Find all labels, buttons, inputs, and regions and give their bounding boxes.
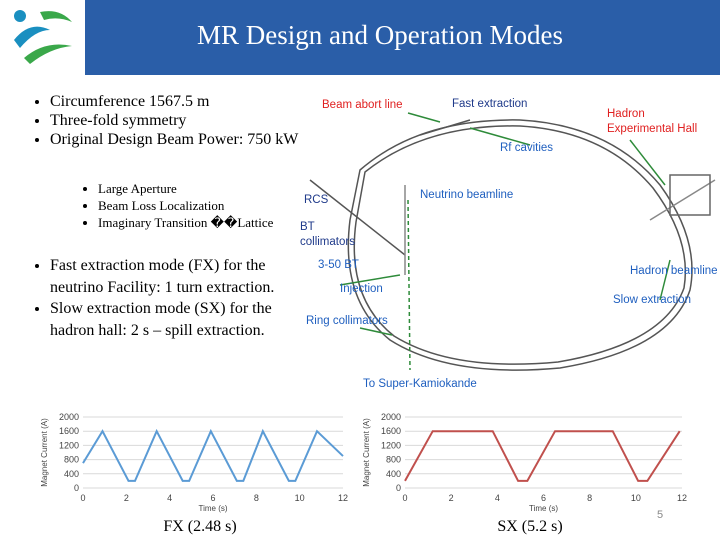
- x-axis-title: Time (s): [198, 504, 227, 513]
- y-tick-label: 400: [64, 469, 79, 479]
- bullet-list: Circumference 1567.5 mThree-fold symmetr…: [30, 92, 305, 149]
- x-tick-label: 12: [677, 493, 687, 503]
- x-tick-label: 10: [631, 493, 641, 503]
- page-number: 5: [657, 509, 663, 521]
- diagram-label: Fast extraction: [452, 98, 527, 110]
- label-line: Rf cavities: [500, 142, 553, 154]
- y-tick-label: 0: [396, 483, 401, 493]
- diagram-label: Injection: [340, 283, 383, 295]
- x-axis-title: Time (s): [529, 504, 558, 513]
- bullet: Slow extraction mode (SX) for the hadron…: [50, 298, 310, 341]
- label-line: Ring collimators: [306, 315, 388, 327]
- x-tick-label: 4: [495, 493, 500, 503]
- x-tick-label: 12: [338, 493, 348, 503]
- bullet: Three-fold symmetry: [50, 111, 305, 130]
- diagram-label: Hadron beamline: [630, 265, 718, 277]
- x-tick-label: 10: [295, 493, 305, 503]
- y-tick-label: 800: [386, 455, 401, 465]
- diagram-label: Rf cavities: [500, 142, 553, 154]
- logo: [8, 6, 78, 70]
- label-line: Experimental Hall: [607, 123, 697, 135]
- diagram-label: Neutrino beamline: [420, 189, 513, 201]
- diagram-label: 3-50 BT: [318, 259, 359, 271]
- bullet: Large Aperture: [98, 180, 328, 197]
- label-line: Neutrino beamline: [420, 189, 513, 201]
- diagram-label: RCS: [304, 194, 329, 206]
- label-line: Fast extraction: [452, 98, 527, 110]
- x-tick-label: 6: [210, 493, 215, 503]
- arrows: [339, 112, 671, 371]
- label-line: RCS: [304, 194, 329, 206]
- label-line: Hadron: [607, 108, 645, 120]
- data-line: [82, 428, 344, 482]
- x-tick-label: 4: [167, 493, 172, 503]
- label-line: Slow extraction: [613, 294, 691, 306]
- y-axis-title: Magnet Current (A): [40, 418, 49, 487]
- y-tick-label: 1200: [59, 440, 79, 450]
- sub-bullet-list: Large ApertureBeam Loss LocalizationImag…: [78, 180, 328, 231]
- y-tick-label: 800: [64, 455, 79, 465]
- bullet: Original Design Beam Power: 750 kW: [50, 130, 305, 149]
- diagram-label: Hadron Experimental Hall: [607, 108, 697, 135]
- label-line: Injection: [340, 283, 383, 295]
- ring-diagram: [309, 119, 716, 371]
- x-tick-label: 0: [402, 493, 407, 503]
- chart-caption: SX (5.2 s): [497, 518, 562, 535]
- x-tick-label: 2: [449, 493, 454, 503]
- bullet: Beam Loss Localization: [98, 197, 328, 214]
- label-line: collimators: [300, 236, 355, 248]
- bullet: Circumference 1567.5 m: [50, 92, 305, 111]
- y-tick-label: 400: [386, 469, 401, 479]
- y-axis-title: Magnet Current (A): [362, 418, 371, 487]
- y-tick-label: 2000: [381, 412, 401, 422]
- data-line: [404, 430, 681, 482]
- slide-title: MR Design and Operation Modes: [197, 20, 563, 50]
- y-tick-label: 0: [74, 483, 79, 493]
- diagram-label: Slow extraction: [613, 294, 691, 306]
- label-line: 3-50 BT: [318, 259, 359, 271]
- y-tick-label: 1600: [59, 426, 79, 436]
- x-tick-label: 8: [254, 493, 259, 503]
- bullet: Fast extraction mode (FX) for the neutri…: [50, 255, 310, 298]
- x-tick-label: 0: [80, 493, 85, 503]
- x-tick-label: 6: [541, 493, 546, 503]
- label-line: Beam abort line: [322, 99, 403, 111]
- label-line: Hadron beamline: [630, 265, 718, 277]
- diagram-label: Beam abort line: [322, 99, 403, 111]
- diagram-label: Ring collimators: [306, 315, 388, 327]
- bullet: Imaginary Transition ��Lattice: [98, 214, 328, 231]
- x-tick-label: 8: [587, 493, 592, 503]
- y-tick-label: 1200: [381, 440, 401, 450]
- header-bar: [85, 0, 720, 75]
- y-tick-label: 1600: [381, 426, 401, 436]
- bullet-list: Fast extraction mode (FX) for the neutri…: [30, 255, 310, 341]
- x-tick-label: 2: [124, 493, 129, 503]
- diagram-label: BT collimators: [300, 221, 355, 248]
- chart-caption: FX (2.48 s): [163, 518, 236, 535]
- diagram-label: To Super-Kamiokande: [363, 378, 477, 390]
- label-line: BT: [300, 221, 315, 233]
- y-tick-label: 2000: [59, 412, 79, 422]
- label-line: To Super-Kamiokande: [363, 378, 477, 390]
